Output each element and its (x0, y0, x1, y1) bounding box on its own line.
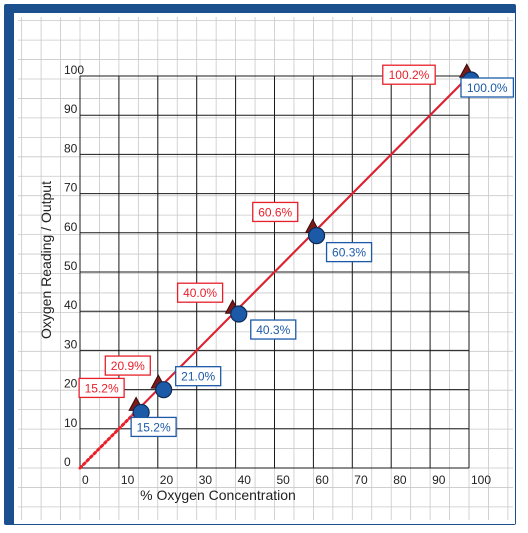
blue-data-label-text: 40.3% (256, 323, 290, 337)
blue-circle-marker (307, 227, 326, 245)
data-labels: 15.2% 20.9% 40.0% 60.6% 100.2% 15.2% 21.0% 40.3… (78, 64, 515, 438)
red-data-label-text: 60.6% (258, 205, 292, 219)
grid (18, 17, 513, 520)
y-tick-label: 90 (64, 102, 78, 116)
blue-data-label: 40.3% (250, 319, 297, 340)
blue-data-label-box (175, 366, 222, 387)
blue-data-label-text: 100.0% (467, 81, 508, 95)
y-tick-label: 80 (64, 141, 78, 155)
blue-circle-marker (155, 381, 173, 399)
x-tick-label: 70 (354, 473, 368, 487)
red-data-label-box (78, 377, 125, 399)
blue-circle-marker (230, 305, 248, 323)
red-data-label-text: 100.2% (389, 68, 430, 82)
x-tick-label: 10 (121, 473, 135, 487)
blue-data-label: 60.3% (325, 241, 373, 263)
blue-data-label: 15.2% (130, 416, 177, 438)
x-tick-label: 90 (432, 473, 446, 487)
red-data-label: 15.2% (78, 377, 125, 399)
blue-data-label-box (250, 319, 297, 340)
red-data-label-box (104, 355, 151, 376)
y-tick-label: 40 (64, 298, 78, 312)
red-data-label-text: 15.2% (85, 381, 119, 395)
y-axis-label: Oxygen Reading / Output (38, 181, 54, 339)
red-data-label: 20.9% (104, 355, 151, 376)
x-tick-label: 40 (238, 473, 252, 487)
tick-labels: 0 10 20 30 40 50 60 70 80 90 100 0 10 20 30 40 50 60 70 80 9… (64, 63, 491, 487)
blue-data-label-text: 21.0% (181, 370, 215, 384)
x-tick-label: 0 (82, 473, 89, 487)
x-tick-label: 60 (315, 473, 329, 487)
red-data-label: 60.6% (252, 201, 299, 223)
red-data-label-box (252, 201, 299, 223)
blue-data-label: 21.0% (175, 366, 222, 387)
blue-data-label-text: 60.3% (332, 246, 366, 260)
red-data-label-text: 20.9% (111, 359, 145, 373)
x-tick-label: 80 (393, 473, 407, 487)
blue-data-label-box (325, 241, 373, 263)
y-tick-label: 50 (64, 259, 78, 273)
x-tick-label: 20 (160, 473, 174, 487)
blue-data-label-box (460, 77, 515, 98)
y-tick-label: 70 (64, 181, 78, 195)
red-data-label: 100.2% (382, 64, 436, 85)
y-tick-label: 30 (64, 337, 78, 351)
x-tick-label: 30 (199, 473, 213, 487)
x-tick-label: 50 (277, 473, 291, 487)
y-tick-label: 60 (64, 220, 78, 234)
y-tick-label: 10 (64, 416, 78, 430)
blue-data-label-text: 15.2% (137, 420, 171, 434)
blue-data-label: 100.0% (460, 77, 515, 98)
y-tick-label: 100 (64, 63, 84, 77)
series (78, 63, 480, 470)
y-tick-label: 0 (64, 455, 71, 469)
x-axis-label: % Oxygen Concentration (140, 487, 296, 503)
red-data-label-box (382, 64, 436, 85)
red-data-label: 40.0% (176, 282, 224, 303)
red-data-label-box (176, 282, 224, 303)
x-tick-label: 100 (471, 473, 491, 487)
y-tick-label: 20 (64, 377, 78, 391)
red-data-label-text: 40.0% (183, 286, 217, 300)
blue-data-label-box (130, 416, 177, 438)
extrapolation-line (78, 406, 141, 470)
red-series-line (138, 74, 471, 410)
